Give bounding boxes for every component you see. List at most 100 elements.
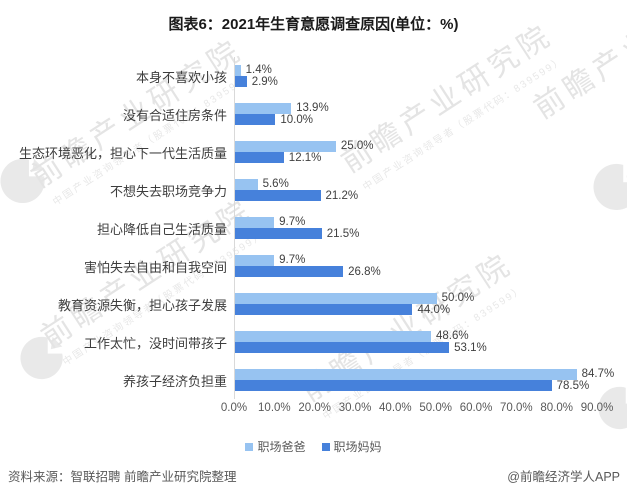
bar-line: 50.0% bbox=[235, 292, 598, 305]
x-tick-label: 70.0% bbox=[500, 402, 533, 414]
bar-dads bbox=[235, 102, 292, 114]
value-label: 13.9% bbox=[296, 102, 329, 115]
bar-dads bbox=[235, 292, 437, 304]
value-label: 26.8% bbox=[348, 265, 381, 278]
value-label: 1.4% bbox=[245, 64, 272, 77]
bar-moms bbox=[235, 342, 450, 354]
value-label: 9.7% bbox=[279, 254, 306, 267]
bar-moms bbox=[235, 304, 413, 316]
bar-moms bbox=[235, 114, 276, 126]
legend-item: 职场爸爸 bbox=[245, 438, 306, 455]
legend-swatch bbox=[245, 442, 254, 451]
value-label: 5.6% bbox=[262, 178, 289, 191]
row-plot: 9.7% 26.8% bbox=[234, 247, 598, 285]
bar-line: 2.9% bbox=[235, 76, 598, 88]
x-tick-label: 50.0% bbox=[419, 402, 452, 414]
value-label: 48.6% bbox=[436, 330, 469, 343]
bar-line: 1.4% bbox=[235, 64, 598, 77]
chart-plot-area: 本身不喜欢小孩 1.4% 2.9% 没有合适住房条件 13.9% 10.0% 生态环境恶化，… bbox=[0, 57, 614, 399]
value-label: 44.0% bbox=[417, 303, 451, 316]
row-plot: 50.0% 44.0% bbox=[234, 285, 598, 323]
chart-row: 担心降低自己生活质量 9.7% 21.5% bbox=[0, 209, 598, 247]
chart-row: 没有合适住房条件 13.9% 10.0% bbox=[0, 95, 598, 133]
value-label: 78.5% bbox=[556, 379, 590, 392]
bar-line: 26.8% bbox=[235, 266, 598, 278]
chart-title: 图表6：2021年生育意愿调查原因(单位：%) bbox=[168, 16, 459, 33]
chart-row: 不想失去职场竞争力 5.6% 21.2% bbox=[0, 171, 598, 209]
x-axis: 0.0% 10.0% 20.0% 30.0% 40.0% 50.0% 60.0% 70.0% 8… bbox=[221, 402, 613, 416]
chart-row: 养孩子经济负担重 84.7% 78.5% bbox=[0, 361, 614, 399]
bar-dads bbox=[235, 178, 258, 190]
bar-dads bbox=[235, 140, 336, 152]
bar-line: 21.2% bbox=[235, 190, 598, 202]
category-label: 害怕失去自由和自我空间 bbox=[83, 259, 227, 275]
legend: 职场爸爸 职场妈妈 bbox=[0, 438, 627, 455]
bar-dads bbox=[235, 254, 275, 266]
category-label: 教育资源失衡，担心孩子发展 bbox=[57, 297, 227, 313]
footer-source: 资料来源：智联招聘 前瞻产业研究院整理 bbox=[8, 470, 237, 484]
chart-row: 生态环境恶化，担心下一代生活质量 25.0% 12.1% bbox=[0, 133, 598, 171]
bar-dads bbox=[235, 330, 432, 342]
bar-line: 53.1% bbox=[235, 342, 598, 354]
bar-line: 48.6% bbox=[235, 330, 598, 343]
bar-line: 21.5% bbox=[235, 228, 598, 240]
bar-moms bbox=[235, 228, 322, 240]
x-tick-label: 0.0% bbox=[220, 402, 248, 414]
row-plot: 1.4% 2.9% bbox=[234, 57, 598, 95]
chart-row: 工作太忙，没时间带孩子 48.6% 53.1% bbox=[0, 323, 598, 361]
value-label: 12.1% bbox=[288, 151, 322, 164]
legend-item: 职场妈妈 bbox=[321, 438, 382, 455]
bar-moms bbox=[235, 152, 284, 164]
value-label: 9.7% bbox=[279, 216, 306, 229]
bar-moms bbox=[235, 266, 344, 278]
row-plot: 25.0% 12.1% bbox=[234, 133, 598, 171]
bar-moms bbox=[235, 190, 321, 202]
legend-swatch bbox=[321, 442, 330, 451]
footer-credit: @前瞻经济学人APP bbox=[507, 470, 620, 484]
bar-line: 78.5% bbox=[235, 380, 598, 392]
row-plot: 9.7% 21.5% bbox=[234, 209, 598, 247]
legend-label: 职场妈妈 bbox=[333, 440, 382, 454]
bar-line: 9.7% bbox=[235, 216, 598, 229]
x-tick-label: 10.0% bbox=[258, 402, 291, 414]
chart-row: 害怕失去自由和自我空间 9.7% 26.8% bbox=[0, 247, 598, 285]
category-label: 不想失去职场竞争力 bbox=[109, 183, 227, 199]
row-plot: 84.7% 78.5% bbox=[234, 361, 614, 399]
bar-line: 10.0% bbox=[235, 114, 598, 126]
x-tick-label: 40.0% bbox=[379, 402, 412, 414]
bar-line: 44.0% bbox=[235, 304, 598, 316]
bar-line: 5.6% bbox=[235, 178, 598, 191]
row-plot: 48.6% 53.1% bbox=[234, 323, 598, 361]
value-label: 21.5% bbox=[326, 227, 360, 240]
bar-line: 25.0% bbox=[235, 140, 598, 153]
x-tick-label: 30.0% bbox=[338, 402, 372, 414]
bar-line: 9.7% bbox=[235, 254, 598, 267]
bar-line: 84.7% bbox=[235, 368, 614, 380]
bar-dads bbox=[235, 368, 577, 380]
category-label: 生态环境恶化，担心下一代生活质量 bbox=[18, 145, 227, 161]
chart-row: 本身不喜欢小孩 1.4% 2.9% bbox=[0, 57, 598, 95]
value-label: 10.0% bbox=[280, 113, 313, 126]
value-label: 25.0% bbox=[340, 140, 374, 153]
category-label: 本身不喜欢小孩 bbox=[135, 69, 227, 85]
category-label: 养孩子经济负担重 bbox=[122, 373, 227, 389]
bar-line: 12.1% bbox=[235, 152, 598, 164]
bar-line: 13.9% bbox=[235, 102, 598, 115]
value-label: 84.7% bbox=[581, 368, 615, 381]
bar-moms bbox=[235, 76, 247, 88]
category-label: 工作太忙，没时间带孩子 bbox=[83, 335, 227, 351]
chart-row: 教育资源失衡，担心孩子发展 50.0% 44.0% bbox=[0, 285, 598, 323]
bar-dads bbox=[235, 216, 275, 228]
bar-dads bbox=[235, 64, 241, 76]
legend-label: 职场爸爸 bbox=[257, 440, 306, 454]
category-label: 担心降低自己生活质量 bbox=[96, 221, 227, 237]
x-tick-label: 60.0% bbox=[459, 402, 493, 414]
x-tick-label: 90.0% bbox=[580, 402, 614, 414]
x-tick-label: 20.0% bbox=[298, 402, 331, 414]
value-label: 21.2% bbox=[325, 189, 359, 202]
row-plot: 13.9% 10.0% bbox=[234, 95, 598, 133]
value-label: 50.0% bbox=[441, 292, 475, 305]
category-label: 没有合适住房条件 bbox=[122, 107, 227, 123]
